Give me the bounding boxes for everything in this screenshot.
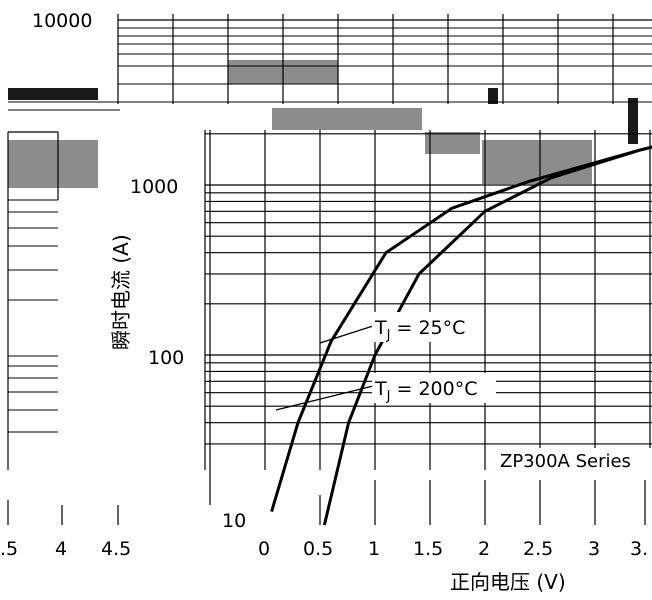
artifact-gray-left [8,140,98,188]
x-tick-1-5: 1.5 [413,538,443,560]
y-tick-1000: 1000 [130,176,178,198]
leader-lines [275,325,374,411]
y-axis-label: 瞬时电流 (A) [109,234,133,350]
main-grid [204,130,652,470]
x-tick-2: 2 [478,538,490,560]
x-tick-left-0: .5 [0,538,18,560]
artifact-blocks [0,60,652,500]
artifact-dark-1 [488,88,498,104]
x-tick-3-5: 3. [630,538,648,560]
x-tick-0: 0 [258,538,270,560]
leader-25c-a [319,325,374,344]
curve-series-0 [322,145,652,526]
artifact-gray-small [425,132,480,154]
artifact-gray-middle [272,108,422,130]
x-tick-left-1: 4 [55,538,67,560]
x-tick-2-5: 2.5 [523,538,553,560]
left-grid-fragment [7,131,119,525]
artifact-dark-strip [8,88,98,100]
top-grid-fragment [8,14,652,111]
series-name-label: ZP300A Series [500,451,631,472]
artifact-gray-right [482,140,592,184]
x-tick-0-5: 0.5 [303,538,333,560]
lower-grid-fragment [209,470,646,525]
x-tick-labels: .5 4 4.5 0 0.5 1 1.5 2 2.5 3 3. [0,538,648,560]
x-axis-label: 正向电压 (V) [450,570,566,594]
artifact-white-band [0,470,652,500]
label-tj-25c: TJ = 25°C [374,317,465,343]
artifact-dark-2 [628,98,638,144]
y-tick-10: 10 [222,510,246,532]
x-tick-left-2: 4.5 [101,538,131,560]
y-tick-labels: 10000 1000 100 10 [32,10,246,532]
label-tj-200c: TJ = 200°C [374,378,477,404]
x-tick-1: 1 [368,538,380,560]
y-tick-100: 100 [148,347,184,369]
annotation-labels: TJ = 25°C TJ = 200°C ZP300A Series [372,312,652,472]
y-tick-10000: 10000 [32,10,92,32]
leader-200c-a [275,385,374,411]
x-tick-3: 3 [588,538,600,560]
